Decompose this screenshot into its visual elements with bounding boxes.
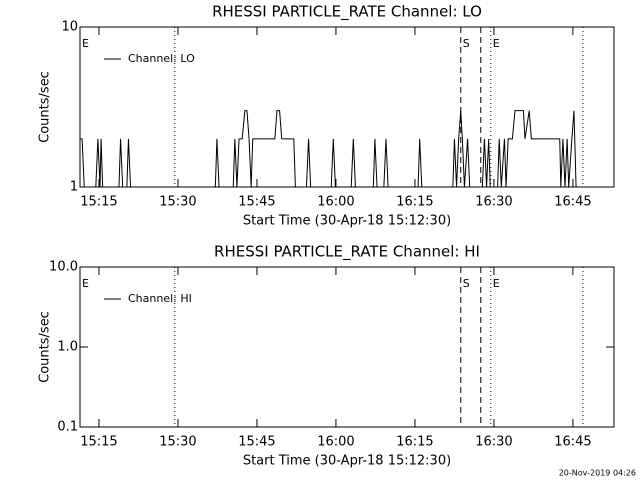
y-tick-label: 10 [61,20,78,35]
chart-title: RHESSI PARTICLE_RATE Channel: HI [214,243,480,262]
x-tick-label: 15:30 [159,195,196,210]
x-tick-label: 16:15 [396,195,433,210]
x-axis-title: Start Time (30-Apr-18 15:12:30) [243,454,451,469]
x-tick-label: 16:00 [317,195,354,210]
y-tick-label: 10.0 [49,260,78,275]
flag-label: E [493,277,500,290]
x-tick-label: 16:00 [317,435,354,450]
footer: 20-Nov-2019 04:26 [559,469,636,478]
y-tick-label: 0.1 [57,420,78,435]
legend-label: Channel: HI [128,292,192,305]
x-tick-label: 15:15 [80,195,117,210]
y-tick-label: 1 [70,180,78,195]
x-tick-label: 15:30 [159,435,196,450]
flag-label: E [493,37,500,50]
x-tick-label: 16:30 [475,195,512,210]
x-tick-label: 16:30 [475,435,512,450]
x-tick-label: 15:45 [238,195,275,210]
chart-title: RHESSI PARTICLE_RATE Channel: LO [212,3,482,22]
data-line [80,110,577,188]
y-tick-label: 1.0 [57,340,78,355]
y-axis-title: Counts/sec [38,71,53,143]
x-tick-label: 15:45 [238,435,275,450]
x-tick-label: 16:15 [396,435,433,450]
flag-label: E [82,277,89,290]
flag-label: S [463,277,470,290]
legend-label: Channel: LO [128,52,195,65]
y-axis-title: Counts/sec [38,311,53,383]
x-tick-label: 16:45 [554,435,591,450]
x-axis-title: Start Time (30-Apr-18 15:12:30) [243,214,451,229]
flag-label: S [463,37,470,50]
x-tick-label: 16:45 [554,195,591,210]
flag-label: E [82,37,89,50]
x-tick-label: 15:15 [80,435,117,450]
